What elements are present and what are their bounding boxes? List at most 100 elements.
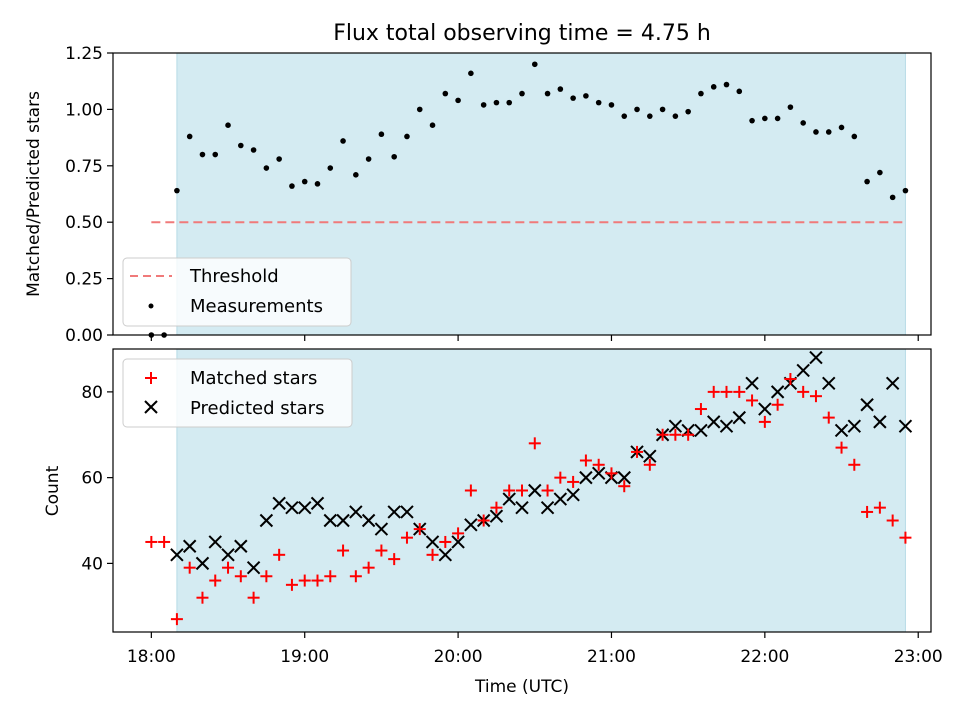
measurement-point	[902, 187, 909, 194]
predicted-stars-point	[451, 535, 465, 549]
x-tick-label: 21:00	[587, 647, 636, 667]
x-tick-label: 19:00	[280, 647, 329, 667]
matched-stars-point	[413, 523, 426, 536]
predicted-stars-point	[885, 376, 900, 391]
matched-stars-point	[209, 574, 222, 587]
legend-threshold-label: Threshold	[189, 266, 279, 287]
matched-stars-point	[567, 475, 580, 488]
matched-stars-point	[439, 535, 452, 548]
measurement-point	[774, 115, 781, 122]
matched-stars-point	[541, 484, 554, 497]
matched-stars-point	[809, 390, 822, 403]
x-tick-label: 20:00	[434, 647, 483, 667]
matched-stars-point	[324, 570, 337, 583]
x-tick-label: 22:00	[740, 647, 789, 667]
y-tick-label: 80	[81, 383, 103, 403]
measurement-point	[174, 187, 180, 194]
predicted-stars-point	[809, 350, 823, 365]
count-panel-frame	[112, 348, 932, 633]
measurement-point	[685, 108, 691, 115]
predicted-stars-point	[873, 415, 887, 429]
matched-stars-point	[579, 454, 592, 467]
measurement-point	[647, 113, 653, 119]
predicted-stars-point	[221, 548, 235, 562]
measurement-point	[851, 133, 858, 140]
matched-stars-point	[298, 574, 311, 587]
count-panel: 40 60 80 18:00 19:00 20:00 21:00 22:00 23:00 Co…	[43, 348, 943, 697]
measurement-point	[519, 90, 525, 97]
matched-stars-point	[503, 484, 516, 497]
measurement-point	[340, 138, 346, 144]
matched-stars-point	[899, 531, 912, 544]
legend-matched-label: Matched stars	[190, 368, 317, 389]
predicted-stars-point	[464, 518, 478, 532]
predicted-stars-point	[400, 505, 414, 519]
measurement-point	[838, 124, 845, 131]
matched-stars-point	[222, 561, 235, 574]
y-tick-label: 1.25	[65, 44, 103, 64]
measurement-point	[557, 86, 564, 92]
predicted-stars-point	[387, 505, 401, 519]
legend-predicted-swatch	[144, 400, 158, 414]
predicted-stars-point	[591, 466, 606, 481]
x-tick-label: 23:00	[894, 647, 943, 667]
measurement-point	[800, 120, 806, 126]
matched-stars-point	[234, 570, 247, 583]
measurement-point	[327, 165, 334, 171]
matched-stars-point	[375, 544, 388, 557]
y-tick-label: 0.50	[65, 213, 103, 233]
matched-stars-point	[797, 385, 810, 398]
measurement-point	[544, 90, 551, 97]
matched-stars-point	[337, 544, 350, 557]
measurement-point	[710, 84, 717, 90]
matched-stars-point	[247, 591, 260, 604]
predicted-stars-point	[170, 548, 184, 562]
predicted-stars-point	[374, 522, 389, 536]
predicted-stars-point	[540, 500, 555, 515]
matched-stars-point	[452, 527, 465, 540]
ratio-panel: 0.00 0.25 0.50 0.75 1.00 1.25 Matched/Predict…	[24, 44, 932, 346]
measurement-point	[225, 122, 231, 128]
count-panel-ylabel: Count	[43, 465, 63, 516]
predicted-stars-point	[758, 402, 772, 416]
matched-stars-point	[861, 505, 874, 518]
measurement-point	[825, 129, 832, 135]
matched-stars-point	[656, 428, 669, 441]
measurement-point	[238, 142, 244, 149]
predicted-stars-point	[489, 509, 504, 523]
predicted-stars-point	[336, 513, 350, 528]
predicted-stars-point	[259, 513, 274, 528]
matched-stars-point	[464, 484, 477, 497]
matched-stars-point	[349, 570, 362, 583]
predicted-stars-point	[323, 513, 337, 528]
predicted-stars-point	[246, 560, 261, 575]
x-axis-label: Time (UTC)	[474, 677, 569, 697]
matched-stars-point	[733, 385, 746, 398]
measurement-point	[889, 194, 896, 201]
measurement-point	[289, 183, 295, 189]
predicted-stars-point	[182, 539, 197, 553]
matched-stars-point	[400, 531, 413, 544]
matched-stars-point	[682, 428, 695, 441]
count-legend: Matched stars Predicted stars	[122, 358, 353, 428]
predicted-stars-point	[285, 500, 299, 515]
matched-stars-point	[311, 574, 324, 587]
measurement-point	[199, 151, 206, 158]
y-tick-label: 40	[81, 554, 103, 574]
predicted-stars-point	[770, 385, 785, 399]
measurement-point	[301, 178, 308, 185]
measurement-point	[583, 93, 589, 99]
predicted-stars-point	[553, 492, 568, 506]
legend-predicted-label: Predicted stars	[190, 398, 324, 419]
legend-measurements-label: Measurements	[190, 296, 323, 317]
matched-stars-point	[631, 445, 644, 458]
predicted-stars-point	[425, 535, 440, 549]
y-tick-label: 1.00	[65, 100, 103, 120]
predicted-stars-point	[834, 423, 849, 438]
matched-stars-point	[158, 535, 171, 548]
predicted-stars-point	[668, 419, 683, 433]
predicted-stars-point	[234, 539, 248, 553]
count-legend-box	[122, 358, 353, 428]
matched-stars-point	[618, 480, 631, 493]
